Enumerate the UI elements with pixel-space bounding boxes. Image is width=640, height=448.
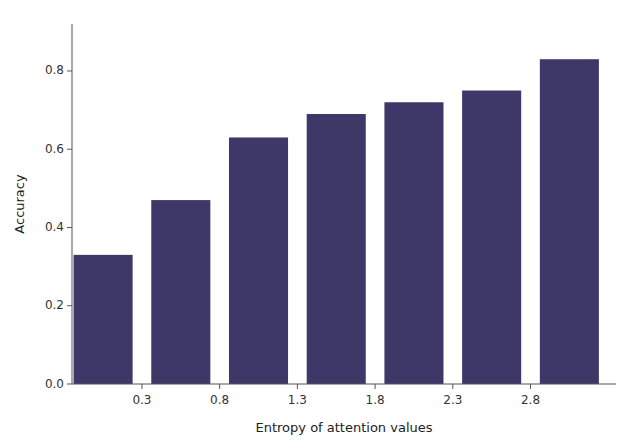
x-tick-label: 0.3 <box>132 393 151 407</box>
x-tick <box>452 384 453 389</box>
y-tick-label: 0.4 <box>45 220 64 234</box>
bar <box>229 137 288 384</box>
x-tick-label: 1.3 <box>288 393 307 407</box>
x-tick <box>141 384 142 389</box>
x-tick-label: 1.8 <box>366 393 385 407</box>
y-tick <box>67 149 72 150</box>
bar <box>74 255 133 384</box>
y-tick <box>67 384 72 385</box>
x-tick <box>297 384 298 389</box>
y-tick <box>67 227 72 228</box>
x-tick-label: 0.8 <box>210 393 229 407</box>
bar <box>540 59 599 384</box>
bar <box>307 114 366 384</box>
chart: 0.0 0.2 0.4 0.6 0.8 0.3 0.8 1.3 1.8 2.3 2.8 Entropy… <box>0 0 640 448</box>
y-tick <box>67 70 72 71</box>
y-tick <box>67 305 72 306</box>
y-tick-label: 0.6 <box>45 142 64 156</box>
y-tick-label: 0.2 <box>45 298 64 312</box>
y-axis-line <box>72 24 73 384</box>
y-tick-label: 0.8 <box>45 63 64 77</box>
x-tick <box>530 384 531 389</box>
y-tick-label: 0.0 <box>45 377 64 391</box>
bar <box>151 200 210 384</box>
x-tick-label: 2.8 <box>521 393 540 407</box>
y-axis-label: Accuracy <box>12 174 27 234</box>
x-tick-label: 2.3 <box>443 393 462 407</box>
x-tick <box>375 384 376 389</box>
x-axis-line <box>72 384 616 385</box>
x-tick <box>219 384 220 389</box>
bar <box>462 91 521 384</box>
bar <box>384 102 443 384</box>
x-axis-label: Entropy of attention values <box>255 420 432 435</box>
